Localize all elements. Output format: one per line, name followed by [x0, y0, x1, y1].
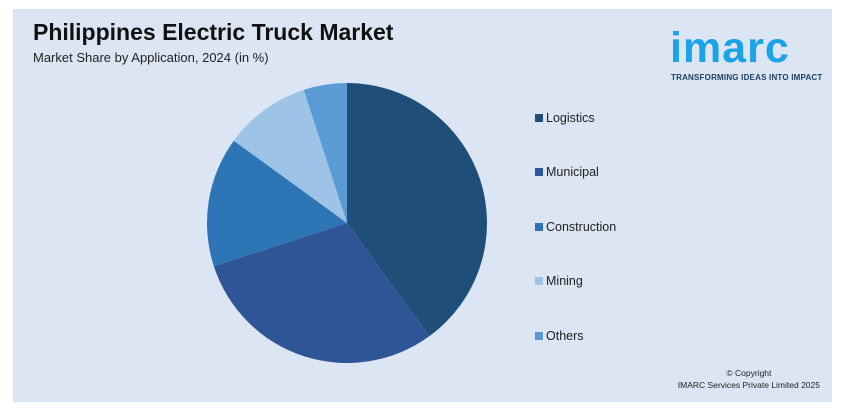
legend-swatch	[535, 331, 543, 340]
legend-item-others: Others	[535, 329, 584, 345]
logo-wordmark: imarc	[670, 24, 790, 72]
legend-item-mining: Mining	[535, 274, 583, 290]
copyright-notice: © Copyright IMARC Services Private Limit…	[678, 367, 820, 391]
chart-card: Philippines Electric Truck Market Market…	[13, 9, 832, 402]
chart-subtitle: Market Share by Application, 2024 (in %)	[33, 50, 269, 65]
pie-slice-logistics	[347, 83, 488, 337]
chart-title: Philippines Electric Truck Market	[33, 19, 394, 45]
copyright-line2: IMARC Services Private Limited 2025	[677, 380, 820, 390]
legend-label: Others	[546, 329, 584, 343]
pie-slice-mining	[233, 89, 347, 224]
legend-swatch	[535, 167, 543, 176]
legend-item-construction: Construction	[535, 220, 616, 236]
legend-label: Construction	[546, 220, 617, 234]
legend-item-logistics: Logistics	[535, 111, 595, 127]
legend-swatch	[535, 276, 543, 285]
pie-slice-construction	[206, 140, 347, 267]
legend-label: Mining	[546, 274, 583, 288]
legend-item-municipal: Municipal	[535, 165, 599, 181]
legend-label: Municipal	[546, 165, 599, 179]
copyright-line1: © Copyright	[726, 368, 772, 378]
legend-swatch	[535, 222, 543, 231]
imarc-logo: imarc TRANSFORMING IDEAS INTO IMPACT	[670, 23, 830, 87]
pie-slices	[206, 83, 488, 364]
logo-tagline: TRANSFORMING IDEAS INTO IMPACT	[671, 73, 823, 82]
pie-chart	[206, 83, 488, 364]
legend-swatch	[535, 113, 543, 122]
pie-slice-municipal	[213, 223, 430, 364]
legend-label: Logistics	[546, 111, 595, 125]
pie-slice-others	[303, 83, 347, 223]
